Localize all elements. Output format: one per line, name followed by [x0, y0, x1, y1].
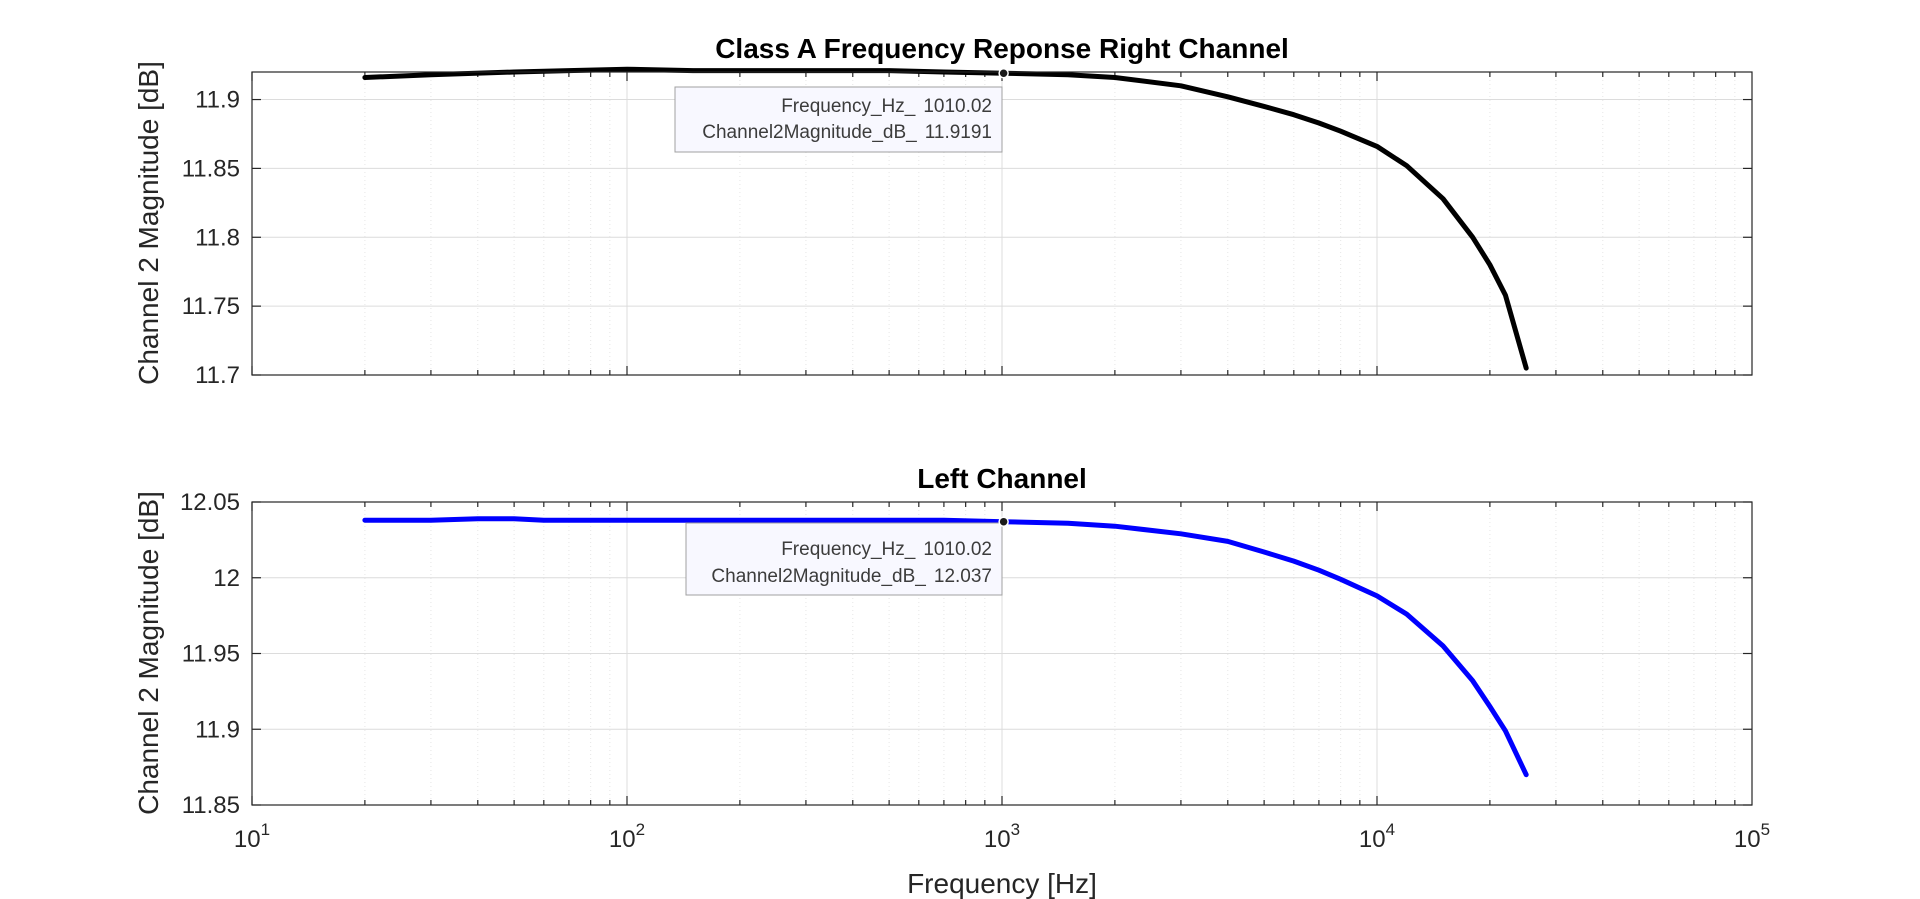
series-line	[362, 516, 1529, 778]
y-tick-label: 11.95	[182, 641, 240, 668]
x-tick-labels: 101 102 103 104 105	[234, 820, 1770, 853]
datatip-x-label: Frequency_Hz_	[781, 96, 916, 117]
axes-box	[251, 501, 1753, 806]
series	[362, 66, 1529, 371]
y-tick-labels: 11.7 11.75 11.8 11.85 11.9	[182, 87, 240, 389]
datatip-x-value: 1010.02	[923, 96, 992, 117]
x-tick-exponent: 3	[1011, 820, 1020, 839]
datatip-y-row: Channel2Magnitude_dB_ 12.037	[711, 566, 992, 587]
datatip-box	[685, 522, 1003, 596]
y-tick-label: 12	[213, 565, 240, 592]
y-tick-label: 11.8	[195, 224, 240, 251]
y-tick-label: 11.85	[182, 155, 240, 182]
datatip-y-label: Channel2Magnitude_dB_	[711, 566, 926, 587]
x-tick-label: 103	[984, 820, 1020, 853]
datatip[interactable]: Frequency_Hz_ 1010.02 Channel2Magnitude_d…	[674, 67, 1009, 153]
y-tick-labels: 11.85 11.9 11.95 12 12.05	[180, 489, 240, 819]
y-tick-label: 11.75	[182, 293, 240, 320]
x-axis-label: Frequency [Hz]	[907, 868, 1097, 899]
chart-title: Left Channel	[917, 463, 1087, 494]
x-tick-exponent: 5	[1761, 820, 1770, 839]
y-axis-label: Channel 2 Magnitude [dB]	[133, 491, 164, 815]
datatip-y-label: Channel2Magnitude_dB_	[702, 122, 917, 143]
x-tick-base: 10	[234, 826, 261, 853]
datatip[interactable]: Frequency_Hz_ 1010.02 Channel2Magnitude_d…	[685, 516, 1009, 596]
y-tick-label: 11.9	[195, 87, 240, 114]
x-tick-base: 10	[1359, 826, 1386, 853]
datatip-y-row: Channel2Magnitude_dB_ 11.9191	[702, 122, 992, 143]
x-tick-label: 104	[1359, 820, 1395, 853]
datatip-x-value: 1010.02	[923, 539, 992, 560]
y-tick-label: 11.85	[182, 792, 240, 819]
datatip-y-value: 11.9191	[925, 122, 992, 143]
x-tick-base: 10	[984, 826, 1011, 853]
datatip-x-label: Frequency_Hz_	[781, 539, 916, 560]
x-tick-base: 10	[609, 826, 636, 853]
x-tick-exponent: 2	[636, 820, 645, 839]
datatip-x-row: Frequency_Hz_ 1010.02	[781, 539, 992, 560]
right-channel-axes: 11.7 11.75 11.8 11.85 11.9 Class A Frequency…	[133, 33, 1753, 389]
y-tick-label: 12.05	[180, 489, 240, 516]
series	[362, 516, 1529, 778]
x-tick-exponent: 1	[261, 820, 270, 839]
x-tick-base: 10	[1734, 826, 1761, 853]
series-line	[362, 66, 1529, 371]
x-tick-label: 101	[234, 820, 270, 853]
x-tick-exponent: 4	[1386, 820, 1395, 839]
y-tick-label: 11.9	[195, 716, 240, 743]
datatip-box	[674, 86, 1003, 153]
datatip-marker[interactable]	[998, 67, 1009, 79]
x-tick-label: 102	[609, 820, 645, 853]
datatip-x-row: Frequency_Hz_ 1010.02	[781, 96, 992, 117]
datatip-y-value: 12.037	[934, 566, 992, 587]
y-tick-label: 11.7	[195, 362, 240, 389]
datatip-marker[interactable]	[998, 516, 1009, 527]
x-tick-label: 105	[1734, 820, 1770, 853]
chart-title: Class A Frequency Reponse Right Channel	[715, 33, 1289, 64]
y-axis-label: Channel 2 Magnitude [dB]	[133, 61, 164, 385]
